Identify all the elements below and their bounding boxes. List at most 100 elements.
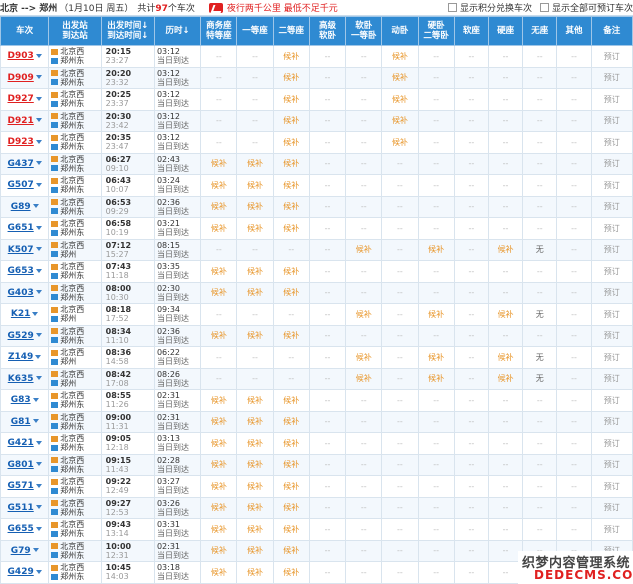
from-station-name[interactable]: 北京西 [60, 563, 85, 573]
waitlist-button[interactable]: 候补 [283, 438, 300, 448]
chevron-down-icon[interactable] [35, 569, 42, 574]
train-number-link[interactable]: G429 [7, 567, 34, 578]
to-station-name[interactable]: 郑州 [60, 357, 77, 367]
show-all-bookable-checkbox[interactable]: 显示全部可预订车次 [539, 1, 633, 14]
waitlist-button[interactable]: 候补 [283, 202, 300, 212]
waitlist-button[interactable]: 候补 [283, 481, 300, 491]
from-station-name[interactable]: 北京西 [60, 541, 85, 551]
book-button[interactable]: 预订 [603, 94, 620, 104]
chevron-down-icon[interactable] [35, 526, 42, 531]
waitlist-button[interactable]: 候补 [283, 116, 300, 126]
waitlist-button[interactable]: 候补 [210, 266, 227, 276]
to-station-name[interactable]: 郑州东 [60, 185, 85, 195]
waitlist-button[interactable]: 候补 [210, 417, 227, 427]
waitlist-button[interactable]: 候补 [391, 116, 408, 126]
train-number-link[interactable]: G651 [7, 223, 34, 234]
chevron-down-icon[interactable] [35, 376, 42, 381]
chevron-down-icon[interactable] [35, 139, 42, 144]
chevron-down-icon[interactable] [35, 247, 42, 252]
book-button[interactable]: 预订 [603, 503, 620, 513]
waitlist-button[interactable]: 候补 [210, 331, 227, 341]
train-number-link[interactable]: D927 [7, 94, 34, 105]
to-station-name[interactable]: 郑州东 [60, 77, 85, 87]
chevron-down-icon[interactable] [35, 483, 42, 488]
waitlist-button[interactable]: 候补 [247, 546, 264, 556]
book-button[interactable]: 预订 [604, 546, 620, 555]
waitlist-button[interactable]: 候补 [355, 245, 372, 255]
train-number-link[interactable]: D903 [7, 51, 34, 62]
to-station-name[interactable]: 郑州东 [60, 507, 85, 517]
waitlist-button[interactable]: 候补 [210, 159, 227, 169]
from-station-name[interactable]: 北京西 [60, 455, 85, 465]
book-button[interactable]: 预订 [603, 309, 620, 319]
train-number-link[interactable]: G83 [10, 395, 31, 406]
waitlist-button[interactable]: 候补 [391, 73, 408, 83]
chevron-down-icon[interactable] [35, 118, 42, 123]
waitlist-button[interactable]: 候补 [210, 395, 227, 405]
ad-text[interactable]: 夜行两千公里 最低不足千元 [226, 4, 338, 14]
book-button[interactable]: 预订 [603, 51, 620, 61]
waitlist-button[interactable]: 候补 [497, 374, 514, 384]
chevron-down-icon[interactable] [35, 75, 42, 80]
waitlist-button[interactable]: 候补 [210, 481, 227, 491]
waitlist-button[interactable]: 候补 [247, 438, 264, 448]
to-station-name[interactable]: 郑州东 [60, 572, 85, 582]
waitlist-button[interactable]: 候补 [210, 546, 227, 556]
from-station-name[interactable]: 北京西 [60, 90, 85, 100]
waitlist-button[interactable]: 候补 [283, 159, 300, 169]
waitlist-button[interactable]: 候补 [247, 223, 264, 233]
waitlist-button[interactable]: 候补 [428, 309, 445, 319]
chevron-down-icon[interactable] [32, 311, 39, 316]
to-station-name[interactable]: 郑州东 [60, 335, 85, 345]
waitlist-button[interactable]: 候补 [355, 352, 372, 362]
chevron-down-icon[interactable] [32, 397, 39, 402]
waitlist-button[interactable]: 候补 [283, 331, 300, 341]
from-station-name[interactable]: 北京西 [60, 176, 85, 186]
waitlist-button[interactable]: 候补 [428, 352, 445, 362]
waitlist-button[interactable]: 候补 [247, 460, 264, 470]
train-number-link[interactable]: K635 [7, 373, 34, 384]
from-station-name[interactable]: 北京西 [60, 240, 85, 250]
book-button[interactable]: 预订 [603, 202, 620, 212]
train-number-link[interactable]: G421 [7, 438, 34, 449]
waitlist-button[interactable]: 候补 [283, 417, 300, 427]
train-number-link[interactable]: G89 [10, 201, 31, 212]
book-button[interactable]: 预订 [603, 288, 620, 298]
waitlist-button[interactable]: 候补 [391, 94, 408, 104]
from-station-name[interactable]: 北京西 [60, 283, 85, 293]
to-station-name[interactable]: 郑州东 [60, 99, 85, 109]
book-button[interactable]: 预订 [603, 395, 620, 405]
waitlist-button[interactable]: 候补 [247, 417, 264, 427]
waitlist-button[interactable]: 候补 [247, 288, 264, 298]
from-station-name[interactable]: 北京西 [60, 154, 85, 164]
waitlist-button[interactable]: 候补 [283, 137, 300, 147]
book-button[interactable]: 预订 [603, 481, 620, 491]
waitlist-button[interactable]: 候补 [283, 460, 300, 470]
train-number-link[interactable]: Z149 [7, 352, 34, 363]
to-station-name[interactable]: 郑州东 [60, 163, 85, 173]
waitlist-button[interactable]: 候补 [283, 395, 300, 405]
waitlist-button[interactable]: 候补 [497, 352, 514, 362]
waitlist-button[interactable]: 候补 [247, 481, 264, 491]
from-station-name[interactable]: 北京西 [60, 348, 85, 358]
to-station-name[interactable]: 郑州东 [60, 529, 85, 539]
chevron-down-icon[interactable] [32, 419, 39, 424]
column-header[interactable]: 历时↓ [153, 16, 202, 46]
book-button[interactable]: 预订 [603, 331, 620, 341]
from-station-name[interactable]: 北京西 [60, 305, 85, 315]
waitlist-button[interactable]: 候补 [247, 567, 264, 577]
book-button[interactable]: 预订 [603, 438, 620, 448]
train-number-link[interactable]: K21 [10, 309, 31, 320]
train-number-link[interactable]: G511 [7, 502, 34, 513]
waitlist-button[interactable]: 候补 [283, 223, 300, 233]
waitlist-button[interactable]: 候补 [355, 309, 372, 319]
waitlist-button[interactable]: 候补 [247, 159, 264, 169]
book-button[interactable]: 预订 [603, 524, 620, 534]
checkbox-icon[interactable] [447, 3, 457, 12]
waitlist-button[interactable]: 候补 [283, 524, 300, 534]
column-header[interactable]: 出发时间↓ 到达时间↓ [100, 16, 155, 46]
waitlist-button[interactable]: 候补 [428, 374, 445, 384]
from-station-name[interactable]: 北京西 [60, 47, 85, 57]
waitlist-button[interactable]: 候补 [210, 460, 227, 470]
book-button[interactable]: 预订 [603, 137, 620, 147]
